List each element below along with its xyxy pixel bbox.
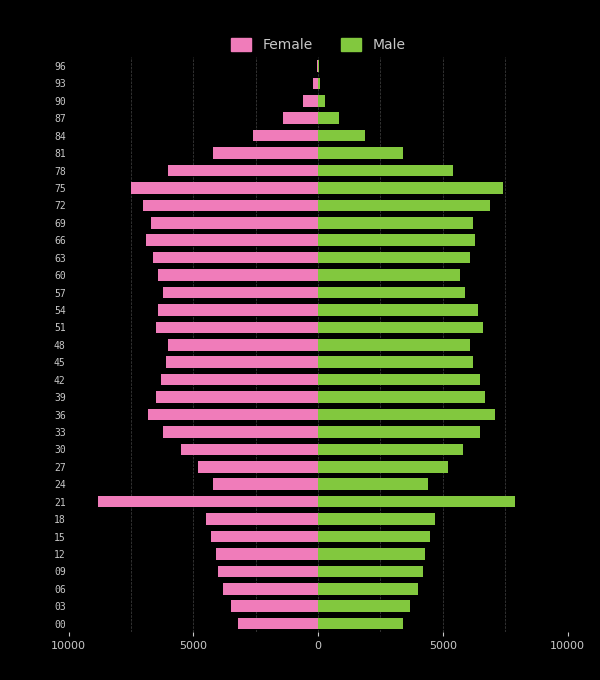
Bar [318, 600, 410, 612]
Bar [213, 148, 318, 159]
Bar [146, 235, 318, 246]
Bar [318, 148, 403, 159]
Bar [283, 112, 318, 124]
Bar [158, 304, 318, 316]
Bar [168, 165, 318, 176]
Bar [318, 548, 425, 560]
Bar [166, 356, 318, 368]
Bar [318, 217, 473, 228]
Bar [253, 130, 318, 141]
Bar [148, 409, 318, 420]
Bar [238, 618, 318, 630]
Bar [213, 479, 318, 490]
Bar [318, 409, 495, 420]
Bar [230, 600, 318, 612]
Bar [318, 200, 490, 211]
Bar [318, 78, 320, 89]
Bar [313, 78, 318, 89]
Bar [198, 461, 318, 473]
Bar [303, 95, 318, 107]
Bar [318, 461, 448, 473]
Bar [211, 530, 318, 543]
Bar [131, 182, 318, 194]
Bar [318, 479, 428, 490]
Bar [158, 269, 318, 281]
Bar [318, 112, 339, 124]
Bar [98, 496, 318, 507]
Bar [318, 530, 430, 543]
Bar [318, 322, 482, 333]
Bar [223, 583, 318, 594]
Legend: Female, Male: Female, Male [225, 33, 411, 58]
Bar [318, 426, 480, 438]
Bar [163, 287, 318, 299]
Bar [318, 374, 480, 386]
Bar [218, 566, 318, 577]
Bar [317, 60, 318, 72]
Bar [318, 443, 463, 455]
Bar [156, 391, 318, 403]
Bar [318, 339, 470, 351]
Bar [318, 304, 478, 316]
Bar [206, 513, 318, 525]
Bar [151, 217, 318, 228]
Bar [318, 566, 423, 577]
Bar [163, 426, 318, 438]
Bar [318, 130, 365, 141]
Bar [318, 95, 325, 107]
Bar [318, 287, 465, 299]
Bar [318, 513, 435, 525]
Bar [318, 496, 515, 507]
Bar [318, 618, 403, 630]
Bar [161, 374, 318, 386]
Bar [156, 322, 318, 333]
Bar [143, 200, 318, 211]
Bar [318, 391, 485, 403]
Bar [181, 443, 318, 455]
Bar [318, 583, 418, 594]
Bar [318, 165, 453, 176]
Bar [318, 252, 470, 263]
Bar [318, 356, 473, 368]
Bar [168, 339, 318, 351]
Bar [318, 182, 503, 194]
Bar [154, 252, 318, 263]
Bar [318, 235, 475, 246]
Bar [318, 60, 319, 72]
Bar [318, 269, 460, 281]
Bar [216, 548, 318, 560]
